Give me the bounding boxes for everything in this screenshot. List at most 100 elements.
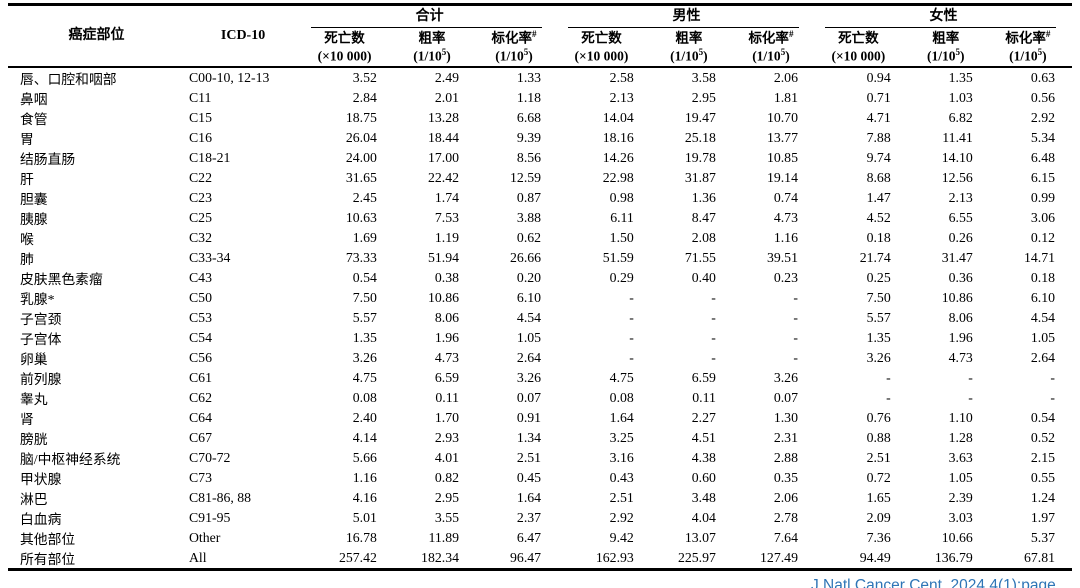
col-header-icd: ICD-10 [184, 4, 302, 68]
table-row: 唇、口腔和咽部 C00-10, 12-13 3.52 2.49 1.33 2.58 3.58… [8, 67, 1072, 88]
value-cell: - [793, 350, 798, 365]
value-cell: 0.45 [516, 470, 542, 485]
table-row: 脑/中枢神经系统 C70-72 5.66 4.01 2.51 3.16 4.38 2.88 2.… [8, 448, 1072, 468]
value-cell: 2.39 [948, 490, 973, 505]
site-cell: 淋巴 [20, 492, 48, 507]
value-cell: 51.94 [427, 250, 459, 265]
value-cell: 2.13 [609, 90, 634, 105]
group-header-total: 合计 [301, 5, 558, 29]
site-cell: 胆囊 [20, 192, 48, 207]
value-cell: 10.66 [941, 530, 973, 545]
value-cell: 1.03 [948, 90, 973, 105]
value-cell: 22.42 [427, 170, 459, 185]
value-cell: 0.12 [1030, 230, 1055, 245]
value-cell: 1.24 [1030, 490, 1055, 505]
value-cell: 3.26 [352, 350, 377, 365]
value-cell: 9.39 [516, 130, 542, 145]
value-cell: 1.16 [773, 230, 798, 245]
value-cell: 0.99 [1030, 190, 1055, 205]
table-row: 胃 C16 26.04 18.44 9.39 18.16 25.18 13.77 7.88 11.… [8, 128, 1072, 148]
value-cell: 1.35 [866, 330, 891, 345]
icd-cell: C54 [188, 330, 212, 345]
value-cell: 6.68 [516, 110, 542, 125]
icd-cell: All [188, 550, 207, 565]
icd-cell: C11 [188, 90, 212, 105]
value-cell: 5.37 [1030, 530, 1055, 545]
value-cell: 4.38 [691, 450, 716, 465]
value-cell: 1.05 [1030, 330, 1055, 345]
value-cell: 1.69 [352, 230, 377, 245]
icd-cell: C33-34 [188, 250, 231, 265]
value-cell: 0.23 [773, 270, 798, 285]
table-row: 子宫颈 C53 5.57 8.06 4.54 - - - 5.57 8.06 4.54 [8, 308, 1072, 328]
value-cell: - [629, 330, 634, 345]
site-cell: 睾丸 [20, 392, 48, 407]
icd-cell: C00-10, 12-13 [188, 70, 270, 85]
value-cell: 3.48 [691, 490, 716, 505]
icd-cell: C22 [188, 170, 212, 185]
value-cell: 1.35 [352, 330, 377, 345]
value-cell: 8.47 [691, 210, 716, 225]
table-row: 淋巴 C81-86, 88 4.16 2.95 1.64 2.51 3.48 2.06 1.65… [8, 488, 1072, 508]
journal-citation: J Natl Cancer Cent. 2024,4(1):page. [811, 577, 1060, 588]
value-cell: 0.74 [773, 190, 798, 205]
value-cell: - [629, 310, 634, 325]
value-cell: 11.41 [942, 130, 973, 145]
value-cell: 2.08 [691, 230, 716, 245]
value-cell: 0.07 [773, 390, 798, 405]
value-cell: 0.62 [516, 230, 542, 245]
value-cell: 3.88 [516, 210, 542, 225]
value-cell: 2.49 [434, 70, 459, 85]
value-cell: 4.54 [1030, 310, 1055, 325]
value-cell: 2.09 [866, 510, 891, 525]
table-row: 鼻咽 C11 2.84 2.01 1.18 2.13 2.95 1.81 0.71 1.03 0.5… [8, 88, 1072, 108]
value-cell: 14.71 [1023, 250, 1055, 265]
value-cell: - [886, 370, 891, 385]
site-cell: 乳腺* [20, 292, 55, 307]
icd-cell: C25 [188, 210, 212, 225]
value-cell: 0.88 [866, 430, 891, 445]
icd-cell: C56 [188, 350, 212, 365]
value-cell: 2.78 [773, 510, 798, 525]
value-cell: 225.97 [677, 550, 716, 565]
value-cell: 1.34 [516, 430, 542, 445]
value-cell: 8.68 [866, 170, 891, 185]
table-row: 甲状腺 C73 1.16 0.82 0.45 0.43 0.60 0.35 0.72 1.05 0.… [8, 468, 1072, 488]
table-row: 皮肤黑色素瘤 C43 0.54 0.38 0.20 0.29 0.40 0.23 0.25 0.3… [8, 268, 1072, 288]
value-cell: 31.87 [684, 170, 716, 185]
value-cell: 2.13 [948, 190, 973, 205]
subheader-total-std-rate: 标化率# (1/105) [476, 28, 559, 68]
value-cell: - [793, 310, 798, 325]
value-cell: 3.63 [948, 450, 973, 465]
value-cell: 2.51 [516, 450, 542, 465]
table-row: 其他部位 Other 16.78 11.89 6.47 9.42 13.07 7.64 7.36… [8, 528, 1072, 548]
table-row: 结肠直肠 C18-21 24.00 17.00 8.56 14.26 19.78 10.85 9… [8, 148, 1072, 168]
value-cell: 13.77 [766, 130, 798, 145]
value-cell: 0.11 [435, 390, 459, 405]
value-cell: 0.63 [1030, 70, 1055, 85]
group-header-row: 癌症部位 ICD-10 合计 男性 女性 [8, 4, 1072, 68]
subheader-female-std-rate: 标化率# (1/105) [989, 28, 1072, 68]
value-cell: 5.01 [352, 510, 377, 525]
value-cell: 67.81 [1023, 550, 1055, 565]
value-cell: 2.06 [773, 490, 798, 505]
icd-cell: Other [188, 530, 221, 545]
site-cell: 脑/中枢神经系统 [20, 452, 121, 467]
value-cell: 16.78 [345, 530, 377, 545]
value-cell: 0.11 [692, 390, 716, 405]
site-cell: 白血病 [20, 512, 62, 527]
value-cell: 6.82 [948, 110, 973, 125]
value-cell: 136.79 [934, 550, 973, 565]
value-cell: 8.56 [516, 150, 542, 165]
value-cell: 2.64 [1030, 350, 1055, 365]
value-cell: 0.55 [1030, 470, 1055, 485]
value-cell: 24.00 [345, 150, 377, 165]
value-cell: 4.71 [866, 110, 891, 125]
group-header-female: 女性 [815, 5, 1072, 29]
table-row: 子宫体 C54 1.35 1.96 1.05 - - - 1.35 1.96 1.05 [8, 328, 1072, 348]
value-cell: 22.98 [602, 170, 634, 185]
value-cell: - [629, 290, 634, 305]
site-cell: 肾 [20, 412, 34, 427]
value-cell: 0.08 [609, 390, 634, 405]
table-row: 前列腺 C61 4.75 6.59 3.26 4.75 6.59 3.26 - - - [8, 368, 1072, 388]
